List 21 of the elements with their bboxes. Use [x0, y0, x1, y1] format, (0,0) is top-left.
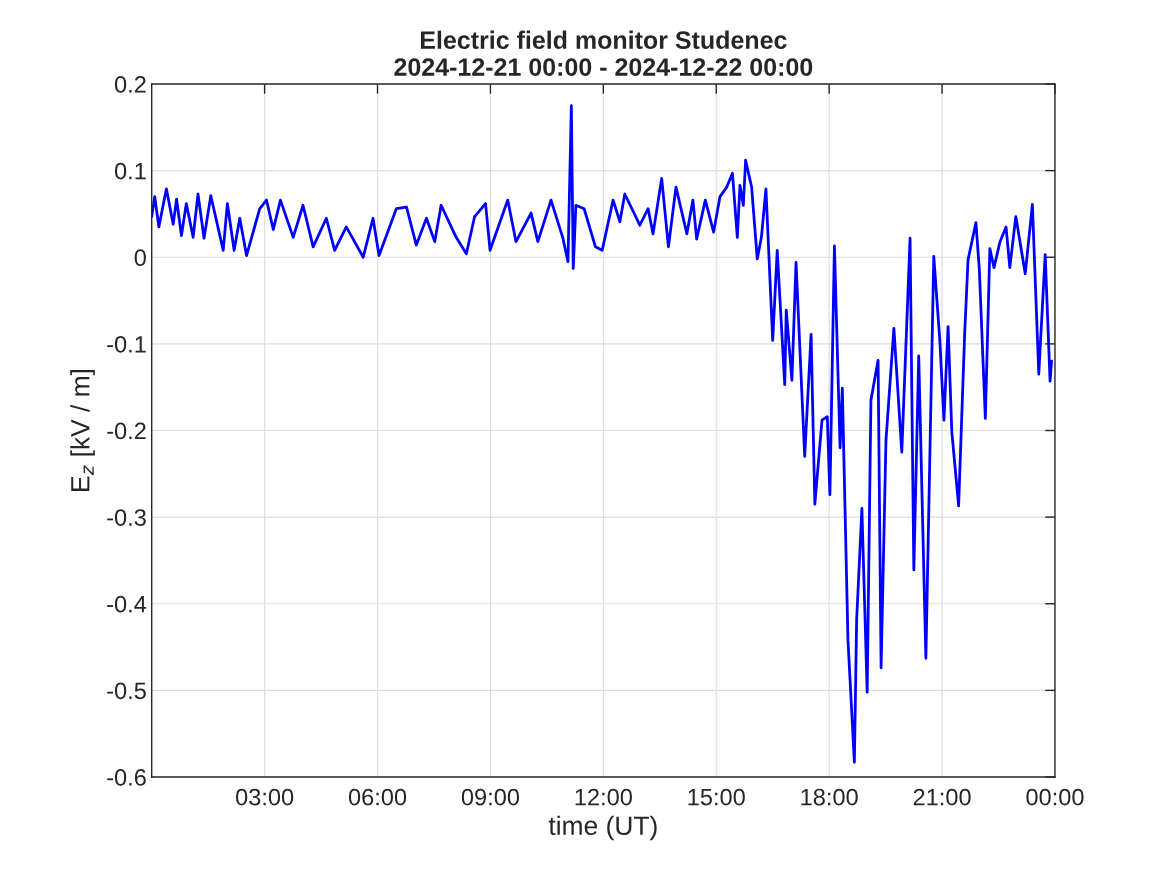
y-tick-label: -0.5	[107, 682, 146, 700]
x-tick-label: 12:00	[575, 788, 632, 806]
x-tick-label: 21:00	[913, 788, 971, 806]
chart-title: Electric field monitor Studenec 2024-12-21 00:00 - 2024-12-22 00:00	[394, 30, 813, 76]
y-axis-title: E$_{z}$ [kV / m]	[70, 369, 95, 491]
x-tick-label: 18:00	[801, 788, 858, 806]
y-tick-label: -0.1	[107, 335, 146, 353]
y-tick-label: -0.4	[107, 595, 147, 613]
y-tick-label: -0.6	[107, 769, 146, 786]
y-tick-label: -0.3	[107, 509, 146, 526]
y-tick-label: -0.2	[107, 422, 146, 440]
x-tick-label: 09:00	[461, 788, 520, 806]
x-tick-label: 15:00	[688, 788, 745, 806]
y-tick-label: 0	[134, 249, 146, 267]
x-tick-label: 06:00	[348, 788, 407, 806]
y-tick-label: 0.2	[114, 76, 146, 93]
x-tick-label: 00:00	[1026, 788, 1084, 806]
y-tick-label: 0.1	[114, 162, 146, 180]
x-axis-title: time (UT)	[548, 815, 657, 841]
x-tick-label: 03:00	[236, 788, 294, 806]
line-series	[151, 104, 1053, 764]
